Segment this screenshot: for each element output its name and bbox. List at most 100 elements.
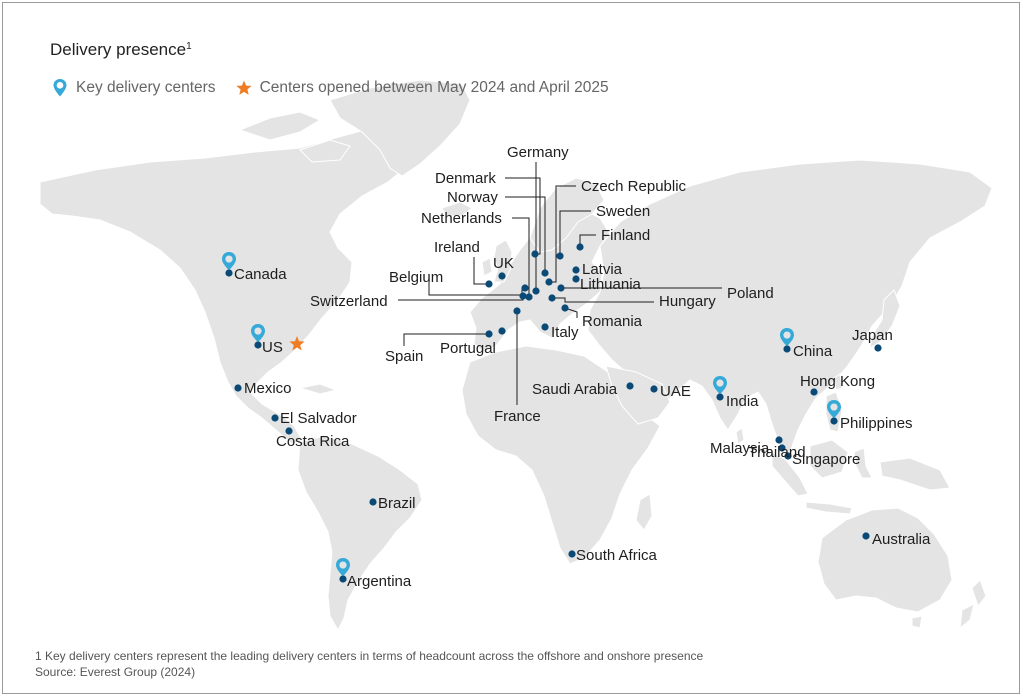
location-dot-spain: [485, 330, 493, 338]
new-zealand-south: [959, 603, 975, 630]
location-label-singapore: Singapore: [792, 451, 860, 468]
java-landmass: [805, 501, 853, 515]
location-label-czech-republic: Czech Republic: [581, 178, 687, 195]
south-america-landmass: [297, 435, 423, 632]
location-label-norway: Norway: [447, 189, 498, 206]
ireland-landmass: [481, 257, 493, 277]
location-dot-hong-kong: [810, 388, 818, 396]
location-label-romania: Romania: [582, 313, 643, 330]
new-center-stars: [289, 336, 305, 351]
map-pin-icon-philippines: [827, 400, 841, 418]
australia-landmass: [817, 507, 953, 613]
location-dot-switzerland: [519, 292, 527, 300]
caribbean-islands: [299, 383, 338, 395]
location-dot-czech-republic: [545, 278, 553, 286]
location-dot-saudi-arabia: [626, 382, 634, 390]
leader-line-hungary: [552, 297, 654, 303]
tasmania-landmass: [911, 615, 923, 629]
location-label-canada: Canada: [234, 266, 287, 283]
location-label-switzerland: Switzerland: [310, 293, 388, 310]
source-note: Source: Everest Group (2024): [35, 665, 196, 679]
location-dot-lithuania: [572, 275, 580, 283]
north-america-landmass: [39, 121, 431, 445]
location-label-hungary: Hungary: [659, 293, 716, 310]
iceland-landmass: [441, 201, 473, 217]
map-legend: Key delivery centers Centers opened betw…: [52, 78, 629, 98]
leader-line-sweden: [559, 210, 591, 256]
map-pin-icon-us: [251, 324, 265, 342]
world-land-masses: [39, 79, 993, 632]
map-pin-icon-india: [713, 376, 727, 394]
location-dot-uk: [498, 272, 506, 280]
location-dot-india: [716, 393, 724, 401]
sumatra-landmass: [771, 451, 809, 497]
location-dot-australia: [862, 532, 870, 540]
location-dot-china: [783, 345, 791, 353]
location-label-us: US: [262, 339, 283, 356]
leader-line-finland: [579, 234, 596, 247]
location-label-denmark: Denmark: [435, 170, 496, 187]
location-dot-denmark: [531, 250, 539, 258]
leader-line-norway: [505, 196, 546, 273]
star-icon: [235, 80, 252, 95]
location-dot-netherlands: [525, 293, 533, 301]
location-label-uae: UAE: [660, 383, 691, 400]
map-pin-icon-china: [780, 328, 794, 346]
location-dot-latvia: [572, 266, 580, 274]
location-dot-romania: [561, 304, 569, 312]
location-label-uk: UK: [493, 255, 514, 272]
location-dot-south-africa: [568, 550, 576, 558]
location-label-saudi-arabia: Saudi Arabia: [532, 381, 618, 398]
location-label-hong-kong: Hong Kong: [800, 373, 875, 390]
taiwan-landmass: [833, 373, 843, 391]
leader-line-spain: [403, 333, 489, 346]
new-guinea-landmass: [879, 457, 951, 491]
arctic-islands: [238, 111, 322, 141]
location-dot-sweden: [556, 252, 564, 260]
location-label-ireland: Ireland: [434, 239, 480, 256]
leader-line-romania: [564, 307, 578, 318]
location-dot-germany: [532, 287, 540, 295]
sri-lanka-landmass: [735, 427, 745, 445]
legend-new-centers-label: Centers opened between May 2024 and Apri…: [259, 79, 609, 96]
location-dot-philippines: [830, 417, 838, 425]
location-dot-costa-rica: [285, 427, 293, 435]
location-label-costa-rica: Costa Rica: [276, 433, 350, 450]
location-dot-norway: [541, 269, 549, 277]
location-label-latvia: Latvia: [582, 261, 623, 278]
title-footnote-mark: 1: [186, 41, 192, 52]
location-dot-thailand: [775, 436, 783, 444]
map-title: Delivery presence1: [50, 40, 192, 59]
new-zealand-landmass: [971, 579, 987, 608]
map-pin-icon-canada: [222, 252, 236, 270]
location-labels: Canada US Mexico El Salvador Costa Rica Brazi…: [234, 144, 931, 590]
location-dot-el-salvador: [271, 414, 279, 422]
location-label-france: France: [494, 408, 541, 425]
uk-landmass: [493, 239, 513, 283]
africa-landmass: [461, 345, 661, 565]
location-dot-italy: [541, 323, 549, 331]
location-dot-us: [254, 341, 262, 349]
location-label-spain: Spain: [385, 348, 423, 365]
location-dot-malaysia: [778, 444, 786, 452]
japan-landmass: [869, 289, 901, 349]
location-dot-portugal: [498, 327, 506, 335]
location-dot-poland: [557, 284, 565, 292]
location-label-italy: Italy: [551, 324, 579, 341]
map-pin-icon: [53, 79, 67, 97]
location-dot-mexico: [234, 384, 242, 392]
map-pin-icon-argentina: [336, 558, 350, 576]
greenland-landmass: [329, 79, 471, 177]
location-dot-france: [513, 307, 521, 315]
europe-landmass: [469, 205, 611, 353]
leader-line-netherlands: [512, 217, 530, 297]
location-label-belgium: Belgium: [389, 269, 443, 286]
location-markers: [225, 243, 882, 583]
location-label-el-salvador: El Salvador: [280, 410, 357, 427]
star-icon-us: [289, 336, 305, 351]
location-label-poland: Poland: [727, 285, 774, 302]
location-dot-argentina: [339, 575, 347, 583]
location-dot-japan: [874, 344, 882, 352]
footnote: 1 Key delivery centers represent the lea…: [35, 649, 704, 663]
